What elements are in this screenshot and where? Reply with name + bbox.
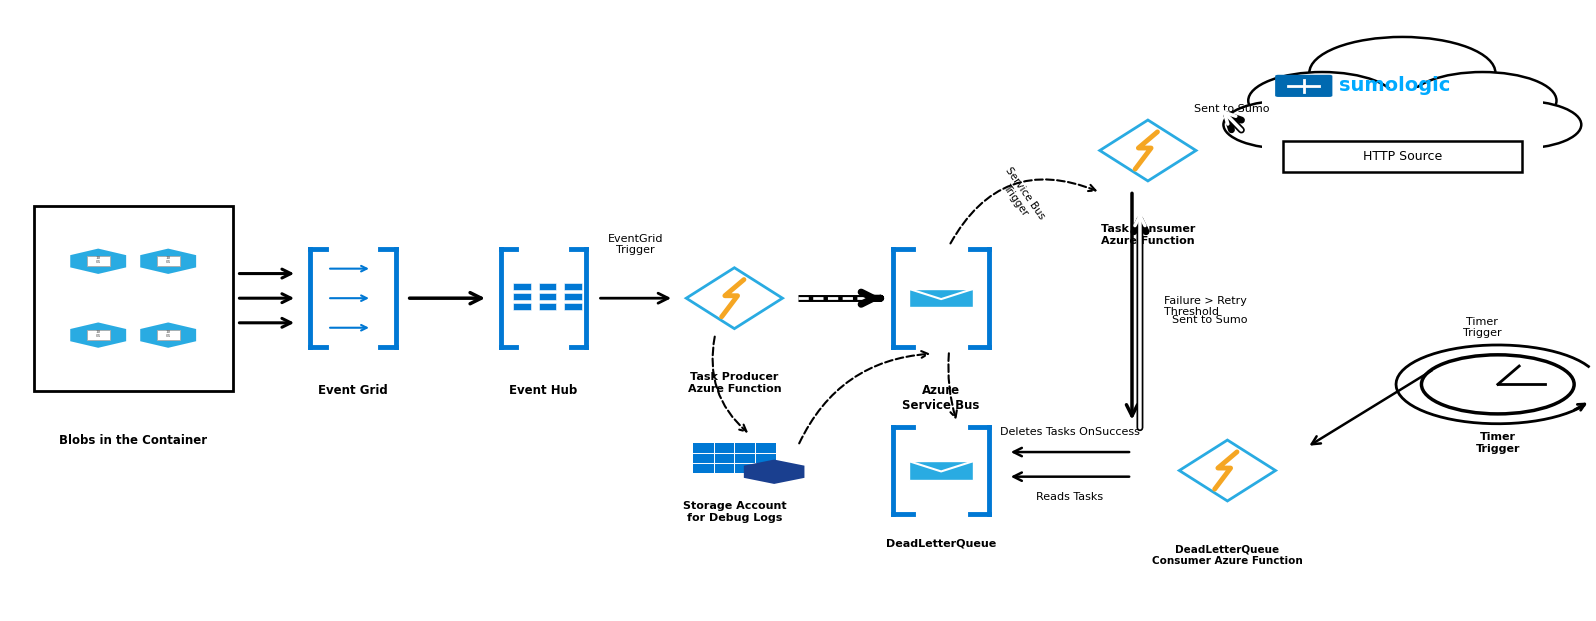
Text: Service Bus
Trigger: Service Bus Trigger — [994, 165, 1047, 228]
Text: 10
01: 10 01 — [166, 256, 171, 265]
FancyBboxPatch shape — [86, 330, 110, 340]
Polygon shape — [1179, 440, 1275, 501]
Text: EventGrid
Trigger: EventGrid Trigger — [608, 233, 664, 255]
Text: HTTP Source: HTTP Source — [1363, 150, 1443, 163]
Text: Failure > Retry
Threshold: Failure > Retry Threshold — [1163, 296, 1246, 317]
Polygon shape — [1100, 120, 1195, 181]
FancyBboxPatch shape — [539, 283, 557, 290]
Text: 10
01: 10 01 — [166, 330, 171, 338]
FancyBboxPatch shape — [156, 256, 180, 266]
FancyBboxPatch shape — [693, 443, 776, 473]
Text: DeadLetterQueue: DeadLetterQueue — [886, 538, 996, 548]
Circle shape — [1280, 116, 1404, 163]
Text: Azure
Service Bus: Azure Service Bus — [902, 384, 980, 412]
Text: Blobs in the Container: Blobs in the Container — [59, 433, 207, 446]
Text: Sent to Sumo: Sent to Sumo — [1171, 315, 1246, 325]
Text: Sent to Sumo: Sent to Sumo — [1194, 104, 1269, 114]
FancyBboxPatch shape — [514, 303, 531, 310]
Circle shape — [1422, 355, 1574, 414]
FancyBboxPatch shape — [539, 293, 557, 300]
Text: DeadLetterQueue
Consumer Azure Function: DeadLetterQueue Consumer Azure Function — [1152, 545, 1302, 566]
FancyBboxPatch shape — [910, 461, 974, 480]
Circle shape — [1224, 101, 1347, 148]
Text: Timer
Trigger: Timer Trigger — [1462, 317, 1502, 338]
Polygon shape — [139, 322, 196, 348]
Circle shape — [1309, 37, 1495, 109]
Text: Event Grid: Event Grid — [318, 384, 388, 397]
Polygon shape — [69, 248, 128, 275]
Text: Storage Account
for Debug Logs: Storage Account for Debug Logs — [683, 501, 787, 523]
FancyBboxPatch shape — [565, 293, 581, 300]
Circle shape — [1457, 101, 1582, 148]
FancyBboxPatch shape — [565, 283, 581, 290]
Text: Task Consumer
Azure Function: Task Consumer Azure Function — [1101, 224, 1195, 246]
Text: Timer
Trigger: Timer Trigger — [1476, 432, 1519, 454]
FancyBboxPatch shape — [1262, 88, 1543, 154]
Text: Event Hub: Event Hub — [509, 384, 578, 397]
Polygon shape — [686, 268, 782, 329]
Circle shape — [1393, 116, 1518, 163]
FancyBboxPatch shape — [34, 206, 233, 391]
Text: Reads Tasks: Reads Tasks — [1036, 492, 1103, 502]
FancyBboxPatch shape — [565, 303, 581, 310]
Text: sumologic: sumologic — [1339, 76, 1451, 96]
Circle shape — [1248, 72, 1396, 129]
FancyBboxPatch shape — [514, 293, 531, 300]
FancyBboxPatch shape — [1283, 141, 1521, 172]
FancyBboxPatch shape — [86, 256, 110, 266]
Circle shape — [1409, 72, 1556, 129]
Polygon shape — [744, 460, 804, 484]
FancyBboxPatch shape — [156, 330, 180, 340]
FancyBboxPatch shape — [1275, 75, 1333, 97]
Text: 10
01: 10 01 — [96, 256, 101, 265]
FancyBboxPatch shape — [514, 283, 531, 290]
Text: Deletes Tasks OnSuccess: Deletes Tasks OnSuccess — [1001, 427, 1140, 437]
Polygon shape — [139, 248, 196, 275]
Text: Task Producer
Azure Function: Task Producer Azure Function — [688, 372, 780, 394]
Text: 10
01: 10 01 — [96, 330, 101, 338]
FancyBboxPatch shape — [539, 303, 557, 310]
Polygon shape — [69, 322, 128, 348]
FancyBboxPatch shape — [910, 289, 974, 307]
